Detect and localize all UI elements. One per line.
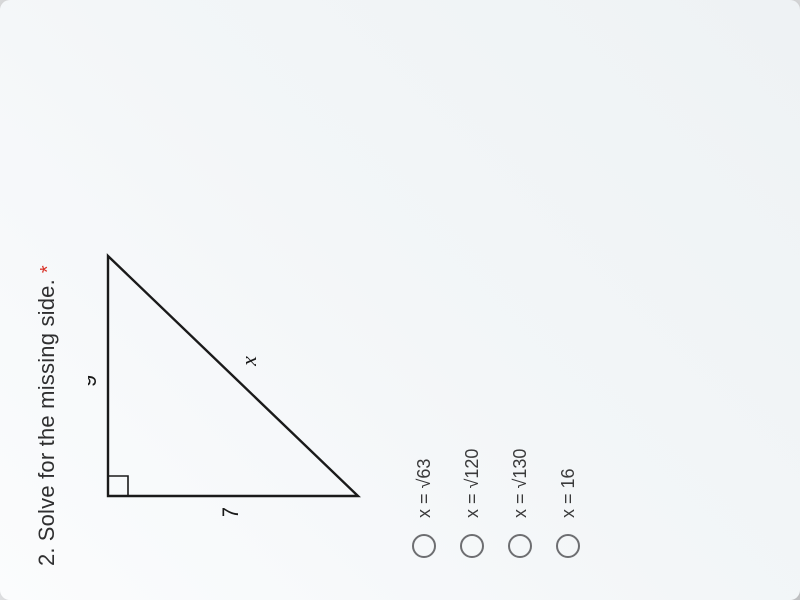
question-text: Solve for the missing side. [34, 279, 60, 541]
answer-option[interactable]: x = 16 [556, 34, 580, 558]
svg-text:7: 7 [218, 507, 243, 516]
option-label: x = √120 [462, 449, 483, 518]
answer-option[interactable]: x = √63 [412, 34, 436, 558]
radio-icon[interactable] [460, 534, 484, 558]
answer-option[interactable]: x = √130 [508, 34, 532, 558]
option-label: x = 16 [558, 468, 579, 518]
answer-option[interactable]: x = √120 [460, 34, 484, 558]
question-number: 2. [34, 547, 60, 566]
required-asterisk: * [37, 265, 60, 273]
triangle-figure: 9 7 x [88, 226, 388, 516]
radio-icon[interactable] [508, 534, 532, 558]
option-label: x = √63 [414, 459, 435, 518]
radio-icon[interactable] [412, 534, 436, 558]
form-page: 2. Solve for the missing side. * 9 7 x x =… [0, 0, 800, 600]
radio-icon[interactable] [556, 534, 580, 558]
question-prompt: 2. Solve for the missing side. * [34, 34, 60, 566]
answer-options: x = √63 x = √120 x = √130 x = 16 [412, 34, 580, 558]
triangle-svg: 9 7 x [88, 226, 388, 516]
option-label: x = √130 [510, 449, 531, 518]
svg-text:x: x [236, 356, 261, 367]
svg-text:9: 9 [88, 375, 101, 387]
